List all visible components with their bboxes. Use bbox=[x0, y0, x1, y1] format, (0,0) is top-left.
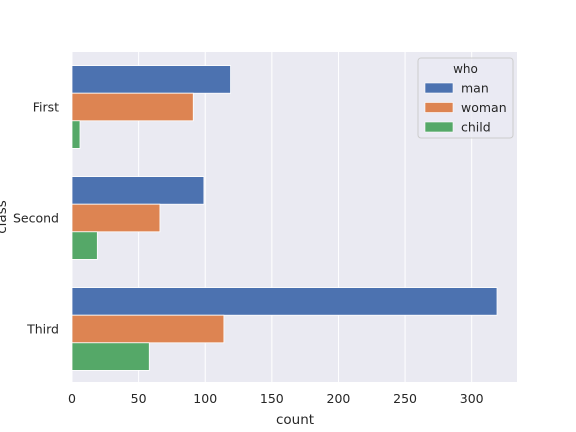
x-tick-label-2: 100 bbox=[193, 391, 217, 406]
legend: who man woman child bbox=[417, 57, 514, 139]
legend-swatch-woman bbox=[424, 102, 454, 113]
legend-label-man: man bbox=[461, 81, 489, 96]
bars bbox=[71, 65, 498, 371]
legend-label-child: child bbox=[461, 120, 491, 135]
bar-man-second bbox=[71, 176, 205, 205]
bar-woman-first bbox=[71, 92, 194, 122]
legend-swatch-child bbox=[424, 121, 454, 133]
y-tick-labels: First Second Third bbox=[13, 100, 59, 337]
x-tick-label-0: 0 bbox=[68, 391, 76, 406]
x-tick-label-4: 200 bbox=[327, 391, 351, 406]
x-tick-label-3: 150 bbox=[260, 391, 284, 406]
x-tick-label-6: 300 bbox=[460, 391, 484, 406]
bar-child-first bbox=[71, 120, 81, 149]
bar-woman-second bbox=[71, 203, 161, 233]
legend-box bbox=[417, 57, 514, 139]
x-axis-label: count bbox=[276, 412, 314, 428]
x-tick-label-1: 50 bbox=[131, 391, 147, 406]
legend-title: who bbox=[453, 62, 478, 76]
y-tick-label-1: Second bbox=[13, 211, 59, 226]
x-tick-labels: 0 50 100 150 200 250 300 bbox=[68, 391, 484, 406]
bar-child-second bbox=[71, 231, 98, 260]
legend-swatch-man bbox=[424, 82, 454, 94]
bar-man-first bbox=[71, 65, 231, 94]
y-axis-label: class bbox=[0, 200, 10, 234]
bar-man-third bbox=[71, 287, 498, 316]
y-tick-label-0: First bbox=[33, 100, 59, 115]
legend-label-woman: woman bbox=[461, 100, 507, 115]
x-tick-label-5: 250 bbox=[393, 391, 417, 406]
bar-child-third bbox=[71, 342, 150, 371]
y-tick-label-2: Third bbox=[26, 322, 59, 337]
bar-woman-third bbox=[71, 314, 225, 344]
